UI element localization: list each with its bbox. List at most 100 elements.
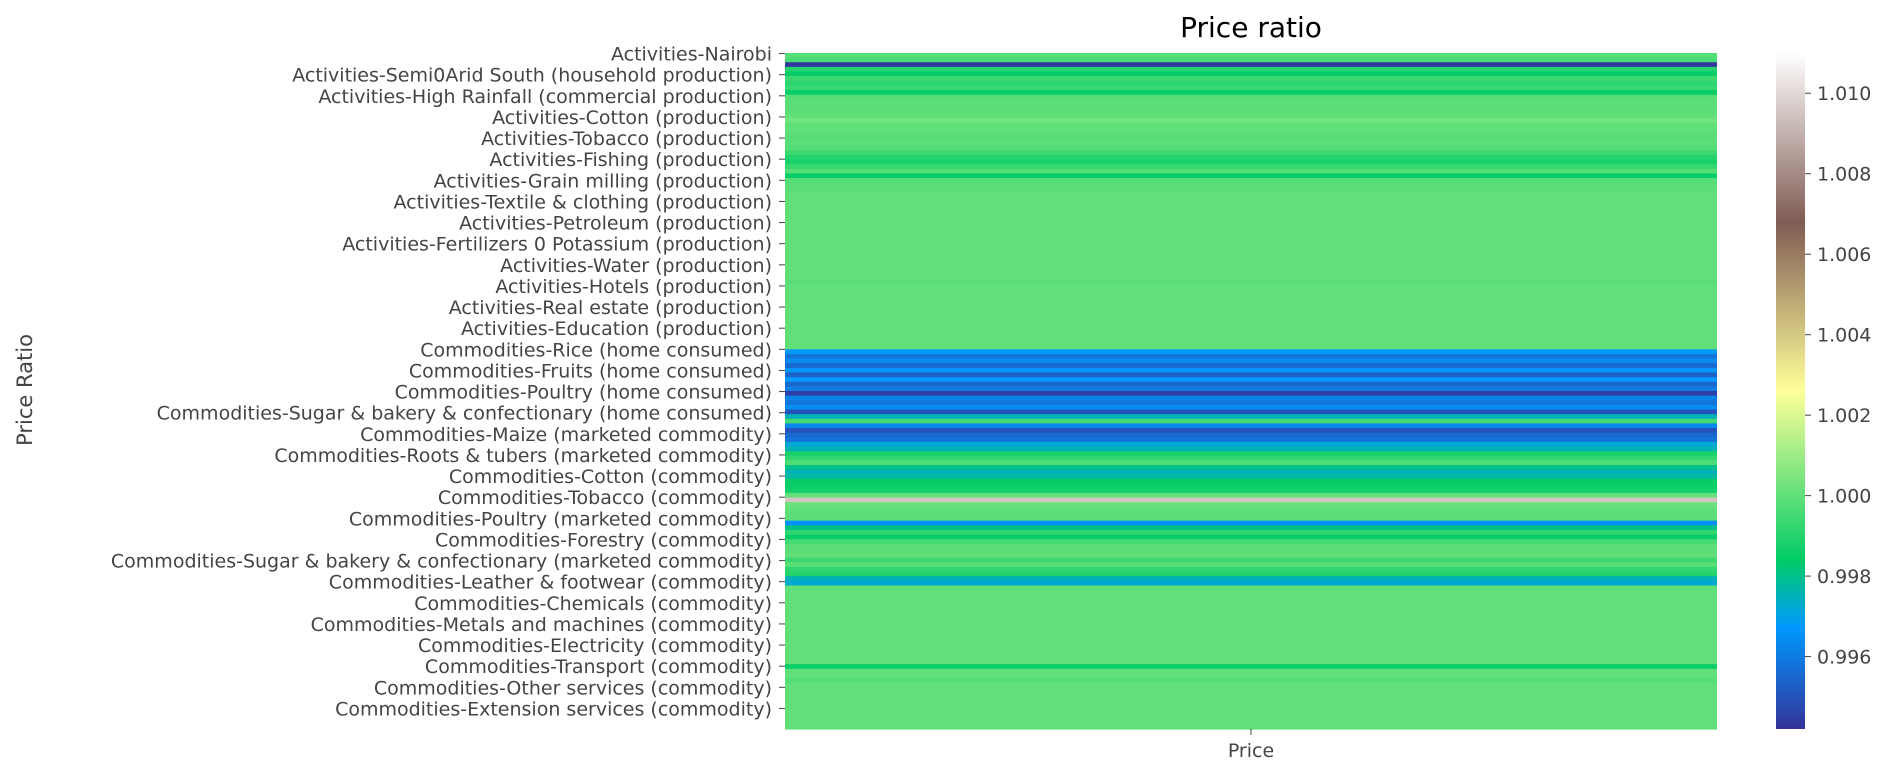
heatmap-cell xyxy=(785,580,1717,587)
heatmap-cell xyxy=(785,219,1717,225)
heatmap-cell xyxy=(785,103,1717,110)
heatmap-cell xyxy=(785,645,1717,651)
heatmap-cell xyxy=(785,242,1717,249)
heatmap-cell xyxy=(785,400,1717,406)
heatmap-cell xyxy=(785,307,1717,313)
heatmap-cell xyxy=(785,506,1717,512)
heatmap-cell xyxy=(785,326,1717,332)
heatmap-cell xyxy=(785,71,1717,77)
heatmap-cell xyxy=(785,131,1717,137)
heatmap-cell xyxy=(785,224,1717,230)
heatmap-cell xyxy=(785,678,1717,684)
colorbar-tick-label: 0.998 xyxy=(1817,566,1871,588)
heatmap-cell xyxy=(785,701,1717,707)
heatmap-cell xyxy=(785,353,1717,360)
heatmap-cell xyxy=(785,377,1717,383)
y-tick-label: Activities-Tobacco (production) xyxy=(481,128,772,150)
heatmap-cell xyxy=(785,113,1717,119)
y-tick-label: Activities-Fertilizers 0 Potassium (prod… xyxy=(342,234,772,256)
heatmap-cell xyxy=(785,53,1717,59)
heatmap-cell xyxy=(785,316,1717,323)
heatmap-cell xyxy=(785,205,1717,212)
heatmap-cell xyxy=(785,275,1717,281)
heatmap-cell xyxy=(785,349,1717,355)
heatmap-cell xyxy=(785,252,1717,258)
heatmap-cell xyxy=(785,673,1717,679)
heatmap-cell xyxy=(785,488,1717,494)
heatmap-cell xyxy=(785,76,1717,82)
heatmap-cell xyxy=(785,238,1717,244)
y-tick-label: Activities-Textile & clothing (productio… xyxy=(394,191,772,213)
heatmap-cell xyxy=(785,66,1717,73)
heatmap-cell xyxy=(785,145,1717,151)
heatmap-cell xyxy=(785,293,1717,299)
heatmap-cell xyxy=(785,228,1717,235)
heatmap-cell xyxy=(785,182,1717,188)
y-tick-label: Commodities-Other services (commodity) xyxy=(374,677,772,699)
y-tick-label: Activities-Education (production) xyxy=(461,318,772,340)
heatmap-cell xyxy=(785,585,1717,591)
heatmap-cell xyxy=(785,279,1717,286)
heatmap-cell xyxy=(785,90,1717,96)
heatmap-cell xyxy=(785,613,1717,619)
heatmap-cell xyxy=(785,497,1717,503)
heatmap-cell xyxy=(785,159,1717,165)
heatmap-cell xyxy=(785,664,1717,670)
heatmap-cell xyxy=(785,543,1717,550)
heatmap-cell xyxy=(785,256,1717,262)
heatmap-cell xyxy=(785,418,1717,425)
heatmap-cell xyxy=(785,566,1717,573)
y-tick-label: Commodities-Metals and machines (commodi… xyxy=(311,614,772,636)
heatmap-cell xyxy=(785,154,1717,161)
y-tick-label: Activities-High Rainfall (commercial pro… xyxy=(318,86,772,108)
heatmap-cell xyxy=(785,423,1717,429)
y-tick-label: Activities-Water (production) xyxy=(500,255,772,277)
heatmap-cell xyxy=(785,284,1717,290)
heatmap-cell xyxy=(785,191,1717,198)
heatmap-cell xyxy=(785,164,1717,170)
heatmap-cell xyxy=(785,432,1717,438)
heatmap-cell xyxy=(785,715,1717,721)
heatmap-cell xyxy=(785,187,1717,193)
chart-title: Price ratio xyxy=(1180,11,1322,44)
colorbar-tick-label: 1.008 xyxy=(1817,164,1871,186)
colorbar-gradient xyxy=(1776,53,1805,729)
heatmap-cell xyxy=(785,636,1717,642)
heatmap-cell xyxy=(785,627,1717,633)
heatmap-cell xyxy=(785,210,1717,216)
heatmap-cell xyxy=(785,201,1717,207)
heatmap-cell xyxy=(785,99,1717,105)
heatmap-cell xyxy=(785,705,1717,712)
heatmap-cell xyxy=(785,168,1717,174)
y-tick-label: Activities-Grain milling (production) xyxy=(434,170,772,192)
heatmap-cell xyxy=(785,659,1717,665)
heatmap-cell xyxy=(785,511,1717,517)
heatmap-cell xyxy=(785,108,1717,114)
y-tick-label: Commodities-Extension services (commodit… xyxy=(335,698,772,720)
heatmap-cell xyxy=(785,460,1717,466)
heatmap-cell xyxy=(785,358,1717,364)
heatmap-cell xyxy=(785,57,1717,63)
y-tick-label: Commodities-Tobacco (commodity) xyxy=(438,487,772,509)
heatmap-cell xyxy=(785,668,1717,675)
heatmap-cell xyxy=(785,395,1717,401)
colorbar-ticks: 0.996 0.998 1.000 1.002 1.004 1.006 1.008 1.010 xyxy=(1805,83,1871,669)
heatmap-cell xyxy=(785,173,1717,179)
heatmap-cell xyxy=(785,465,1717,471)
colorbar-tick-label: 1.002 xyxy=(1817,405,1871,427)
colorbar-tick-label: 1.010 xyxy=(1817,83,1871,105)
heatmap-cell xyxy=(785,719,1717,725)
heatmap-cell xyxy=(785,516,1717,522)
heatmap-cell xyxy=(785,650,1717,656)
colorbar-tick-label: 1.006 xyxy=(1817,244,1871,266)
y-tick-label: Activities-Fishing (production) xyxy=(489,149,772,171)
y-axis-label: Price Ratio xyxy=(13,334,37,446)
y-tick-label: Commodities-Poultry (home consumed) xyxy=(395,382,772,404)
y-tick-label: Activities-Nairobi xyxy=(611,44,772,66)
heatmap-cell xyxy=(785,62,1717,68)
heatmap-cell xyxy=(785,474,1717,480)
x-tick-labels: Price xyxy=(1228,729,1274,762)
heatmap-cell xyxy=(785,344,1717,350)
y-tick-label: Commodities-Transport (commodity) xyxy=(425,656,772,678)
